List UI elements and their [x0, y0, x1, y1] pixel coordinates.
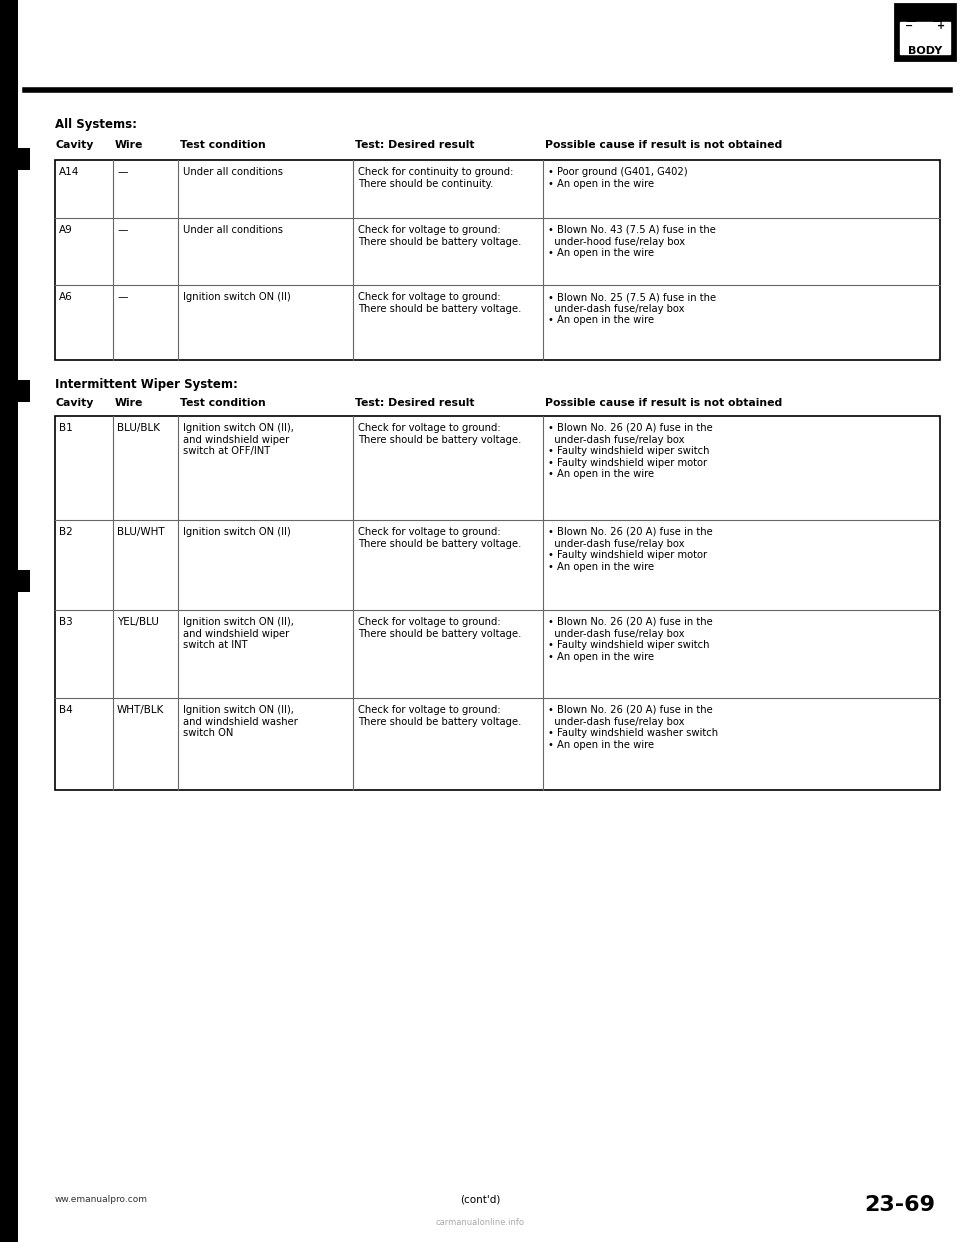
- Text: +: +: [937, 21, 945, 31]
- Text: B1: B1: [59, 424, 73, 433]
- Text: A6: A6: [59, 292, 73, 302]
- Text: —: —: [117, 225, 128, 235]
- Text: (cont'd): (cont'd): [460, 1195, 500, 1205]
- Text: B3: B3: [59, 617, 73, 627]
- Text: • Blown No. 26 (20 A) fuse in the
  under-dash fuse/relay box
• Faulty windshiel: • Blown No. 26 (20 A) fuse in the under-…: [548, 705, 718, 750]
- Text: Test condition: Test condition: [180, 397, 266, 409]
- Text: Under all conditions: Under all conditions: [183, 225, 283, 235]
- Text: −: −: [905, 21, 913, 31]
- Text: Check for voltage to ground:
There should be battery voltage.: Check for voltage to ground: There shoul…: [358, 527, 521, 549]
- Text: A9: A9: [59, 225, 73, 235]
- Bar: [895, 4, 955, 60]
- Bar: [55, 416, 940, 790]
- Text: Wire: Wire: [115, 397, 143, 409]
- Text: Test: Desired result: Test: Desired result: [355, 140, 474, 150]
- Text: Test: Desired result: Test: Desired result: [355, 397, 474, 409]
- Text: Test condition: Test condition: [180, 140, 266, 150]
- Text: • Blown No. 26 (20 A) fuse in the
  under-dash fuse/relay box
• Faulty windshiel: • Blown No. 26 (20 A) fuse in the under-…: [548, 527, 712, 571]
- Text: 23-69: 23-69: [864, 1195, 935, 1215]
- Text: Under all conditions: Under all conditions: [183, 166, 283, 178]
- Text: YEL/BLU: YEL/BLU: [117, 617, 158, 627]
- Text: Possible cause if result is not obtained: Possible cause if result is not obtained: [545, 140, 782, 150]
- Bar: [907, 12, 916, 22]
- Text: Check for continuity to ground:
There should be continuity.: Check for continuity to ground: There sh…: [358, 166, 514, 189]
- Text: Possible cause if result is not obtained: Possible cause if result is not obtained: [545, 397, 782, 409]
- Text: BODY: BODY: [908, 46, 942, 56]
- Text: • Blown No. 26 (20 A) fuse in the
  under-dash fuse/relay box
• Faulty windshiel: • Blown No. 26 (20 A) fuse in the under-…: [548, 424, 712, 479]
- Text: Cavity: Cavity: [55, 397, 93, 409]
- Text: —: —: [117, 292, 128, 302]
- Bar: [900, 22, 950, 53]
- Bar: [55, 160, 940, 360]
- Text: • Poor ground (G401, G402)
• An open in the wire: • Poor ground (G401, G402) • An open in …: [548, 166, 687, 189]
- Text: B2: B2: [59, 527, 73, 537]
- Bar: [18, 570, 30, 592]
- Text: Cavity: Cavity: [55, 140, 93, 150]
- Text: All Systems:: All Systems:: [55, 118, 137, 130]
- Text: WHT/BLK: WHT/BLK: [117, 705, 164, 715]
- Text: Ignition switch ON (II),
and windshield wiper
switch at OFF/INT: Ignition switch ON (II), and windshield …: [183, 424, 294, 456]
- Text: Ignition switch ON (II): Ignition switch ON (II): [183, 292, 291, 302]
- Bar: [18, 380, 30, 402]
- Text: carmanualonline.info: carmanualonline.info: [436, 1218, 524, 1227]
- Text: ww.emanualpro.com: ww.emanualpro.com: [55, 1195, 148, 1203]
- Text: • Blown No. 25 (7.5 A) fuse in the
  under-dash fuse/relay box
• An open in the : • Blown No. 25 (7.5 A) fuse in the under…: [548, 292, 716, 325]
- Text: A14: A14: [59, 166, 80, 178]
- Text: Intermittent Wiper System:: Intermittent Wiper System:: [55, 378, 238, 391]
- Text: Ignition switch ON (II),
and windshield wiper
switch at INT: Ignition switch ON (II), and windshield …: [183, 617, 294, 651]
- Text: • Blown No. 43 (7.5 A) fuse in the
  under-hood fuse/relay box
• An open in the : • Blown No. 43 (7.5 A) fuse in the under…: [548, 225, 716, 258]
- Text: Check for voltage to ground:
There should be battery voltage.: Check for voltage to ground: There shoul…: [358, 225, 521, 247]
- Text: Ignition switch ON (II),
and windshield washer
switch ON: Ignition switch ON (II), and windshield …: [183, 705, 298, 738]
- Bar: [18, 148, 30, 170]
- Bar: [0, 0, 18, 1242]
- Text: BLU/WHT: BLU/WHT: [117, 527, 164, 537]
- Text: Check for voltage to ground:
There should be battery voltage.: Check for voltage to ground: There shoul…: [358, 424, 521, 445]
- Text: Check for voltage to ground:
There should be battery voltage.: Check for voltage to ground: There shoul…: [358, 705, 521, 727]
- Text: Wire: Wire: [115, 140, 143, 150]
- Text: B4: B4: [59, 705, 73, 715]
- Bar: [933, 12, 942, 22]
- Text: Check for voltage to ground:
There should be battery voltage.: Check for voltage to ground: There shoul…: [358, 617, 521, 638]
- Text: Check for voltage to ground:
There should be battery voltage.: Check for voltage to ground: There shoul…: [358, 292, 521, 313]
- Text: Ignition switch ON (II): Ignition switch ON (II): [183, 527, 291, 537]
- Text: —: —: [117, 166, 128, 178]
- Text: • Blown No. 26 (20 A) fuse in the
  under-dash fuse/relay box
• Faulty windshiel: • Blown No. 26 (20 A) fuse in the under-…: [548, 617, 712, 662]
- Text: BLU/BLK: BLU/BLK: [117, 424, 160, 433]
